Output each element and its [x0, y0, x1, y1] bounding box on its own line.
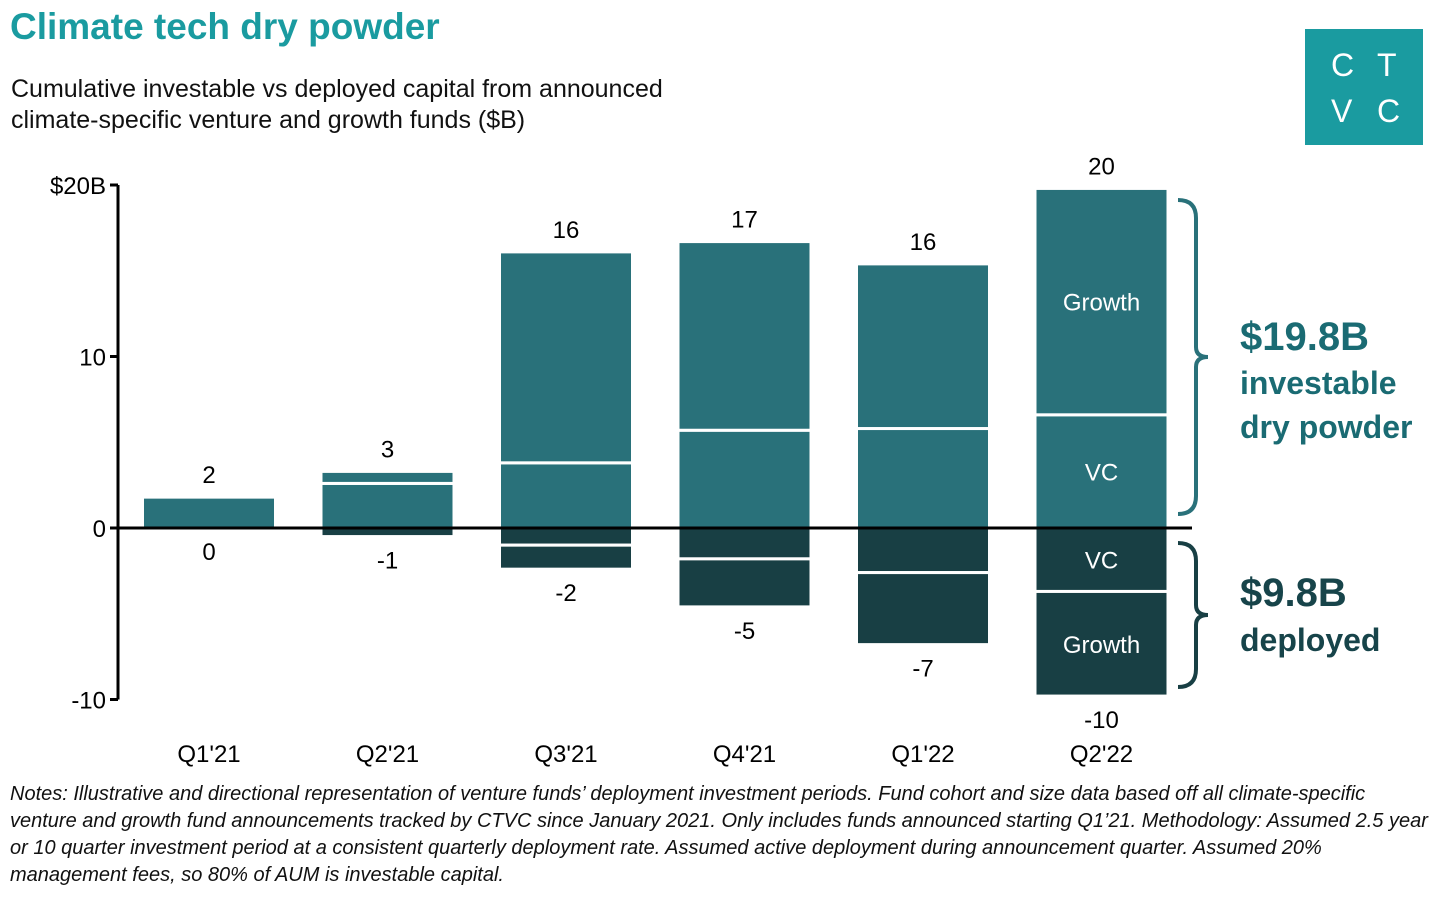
- bar-growth-deployed-4: [855, 571, 991, 647]
- subtitle-line-1: Cumulative investable vs deployed capita…: [11, 75, 663, 103]
- segment-label-vc-investable: VC: [1085, 459, 1118, 486]
- bar-growth-deployed-2: [498, 543, 634, 571]
- callout-deployed-line1: deployed: [1240, 622, 1380, 658]
- callout-deployed-value: $9.8B: [1240, 571, 1347, 615]
- top-total-label-5: 20: [1088, 153, 1115, 180]
- chart-notes: Notes: Illustrative and directional repr…: [10, 783, 1428, 886]
- bottom-total-label-0: 0: [202, 539, 215, 566]
- bar-growth-investable-2: [498, 250, 634, 465]
- x-tick-label-0: Q1'21: [177, 741, 240, 768]
- bar-vc-investable-4: [855, 427, 991, 530]
- x-tick-label-1: Q2'21: [356, 741, 419, 768]
- x-tick-label-4: Q1'22: [891, 741, 954, 768]
- x-tick-label-5: Q2'22: [1070, 741, 1133, 768]
- subtitle-line-2: climate-specific venture and growth fund…: [11, 106, 526, 134]
- top-total-label-1: 3: [381, 436, 394, 463]
- x-tick-label-3: Q4'21: [713, 741, 776, 768]
- chart-subtitle: Cumulative investable vs deployed capita…: [11, 74, 663, 136]
- top-total-label-4: 16: [910, 229, 937, 256]
- bar-vc-deployed-2: [498, 526, 634, 547]
- bar-growth-investable-5: [1033, 186, 1170, 417]
- bottom-total-label-5: -10: [1084, 707, 1119, 734]
- segment-label-growth-deployed: Growth: [1063, 632, 1140, 659]
- brace-investable: [1177, 198, 1209, 516]
- bar-growth-investable-1: [319, 469, 456, 485]
- bottom-total-label-1: -1: [377, 548, 398, 575]
- segment-label-vc-deployed: VC: [1085, 548, 1118, 575]
- bar-vc-deployed-4: [855, 526, 991, 575]
- y-tick-label-2: 0: [93, 516, 106, 543]
- callout-investable-value: $19.8B: [1240, 315, 1369, 359]
- bottom-total-label-4: -7: [912, 656, 933, 683]
- callouts-layer: $19.8B investable dry powder $9.8B deployed: [1177, 198, 1412, 689]
- top-total-label-3: 17: [731, 207, 758, 234]
- logo-letter-4: C: [1377, 93, 1401, 129]
- bar-growth-deployed-5: [1033, 589, 1170, 698]
- bar-vc-investable-3: [676, 428, 813, 530]
- callout-investable-line2: dry powder: [1240, 409, 1412, 445]
- y-tick-label-0: $20B: [50, 173, 106, 200]
- axes-layer: [110, 183, 1192, 701]
- bar-growth-investable-4: [855, 262, 991, 431]
- brace-deployed: [1177, 541, 1209, 689]
- bottom-total-label-3: -5: [734, 618, 755, 645]
- top-total-label-0: 2: [202, 462, 215, 489]
- y-tick-label-3: -10: [71, 688, 106, 715]
- chart-title: Climate tech dry powder: [10, 6, 440, 47]
- bar-vc-deployed-5: [1033, 526, 1170, 593]
- callout-investable-line1: investable: [1240, 365, 1397, 401]
- logo-letter-1: C: [1331, 47, 1355, 83]
- bar-growth-investable-3: [676, 240, 813, 432]
- bar-vc-investable-0: [141, 495, 277, 530]
- bar-vc-deployed-3: [676, 526, 813, 561]
- bar-vc-investable-2: [498, 461, 634, 530]
- ctvc-logo: C T V C: [1305, 29, 1423, 145]
- bottom-total-label-2: -2: [555, 580, 576, 607]
- logo-letter-3: V: [1331, 93, 1353, 129]
- top-total-label-2: 16: [553, 217, 580, 244]
- bars-layer: [141, 186, 1170, 698]
- logo-letter-2: T: [1377, 47, 1397, 83]
- x-tick-label-2: Q3'21: [534, 741, 597, 768]
- labels-layer: 20Q1'213-1Q2'2116-2Q3'2117-5Q4'2116-7Q1'…: [50, 153, 1140, 768]
- y-tick-label-1: 10: [79, 345, 106, 372]
- bar-growth-deployed-3: [676, 557, 813, 609]
- bar-vc-investable-1: [319, 481, 456, 530]
- segment-label-growth-investable: Growth: [1063, 290, 1140, 317]
